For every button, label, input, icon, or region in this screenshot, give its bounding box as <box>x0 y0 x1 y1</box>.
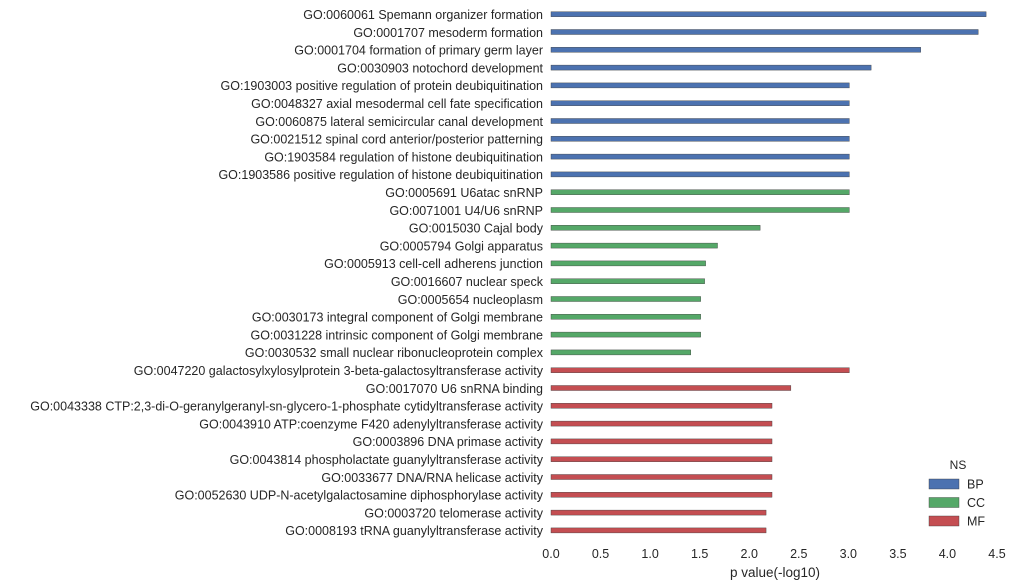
category-label: GO:0008193 tRNA guanylyltransferase acti… <box>285 524 544 538</box>
x-tick-label: 2.5 <box>790 547 807 561</box>
category-label: GO:0021512 spinal cord anterior/posterio… <box>250 133 543 147</box>
category-label: GO:0060875 lateral semicircular canal de… <box>255 115 543 129</box>
x-axis-ticks: 0.0 0.5 1.0 1.5 2.0 2.5 3.0 3.5 4.0 4.5 <box>542 547 1005 561</box>
category-label: GO:1903586 positive regulation of histon… <box>218 168 543 182</box>
bar-mf <box>550 509 767 516</box>
bar-cc <box>550 207 850 213</box>
category-label: GO:0043338 CTP:2,3-di-O-geranylgeranyl-s… <box>30 400 543 414</box>
bar-cc <box>550 242 718 249</box>
bar-mf <box>550 527 767 534</box>
bar-cc <box>550 278 705 284</box>
legend-swatch-bp <box>928 478 960 490</box>
category-label: GO:0003896 DNA primase activity <box>353 435 544 449</box>
x-axis-title: p value(-log10) <box>730 565 820 580</box>
bar-bp <box>550 118 850 124</box>
category-label: GO:0033677 DNA/RNA helicase activity <box>321 471 543 485</box>
x-tick-label: 3.0 <box>840 547 857 561</box>
legend-entry-bp: BP <box>967 478 984 492</box>
bar-mf <box>550 474 773 480</box>
category-label: GO:0060061 Spemann organizer formation <box>303 8 543 22</box>
x-tick-label: 2.0 <box>741 547 758 561</box>
category-label: GO:0003720 telomerase activity <box>364 506 543 520</box>
category-label: GO:0030903 notochord development <box>337 61 543 75</box>
legend-entry-cc: CC <box>967 496 985 510</box>
bar-bp <box>550 29 979 35</box>
bar-mf <box>550 403 773 409</box>
category-label: GO:0015030 Cajal body <box>409 222 544 236</box>
category-label: GO:1903003 positive regulation of protei… <box>221 79 543 93</box>
bar-bp <box>550 153 850 160</box>
bar-bp <box>550 171 850 178</box>
bar-cc <box>550 189 850 195</box>
category-label: GO:0031228 intrinsic component of Golgi … <box>250 328 543 342</box>
category-labels: GO:0060061 Spemann organizer formation GO… <box>30 8 543 538</box>
x-tick-label: 4.0 <box>939 547 956 561</box>
category-label: GO:0030173 integral component of Golgi m… <box>252 311 543 325</box>
bar-bp <box>550 11 987 17</box>
bar-cc <box>550 314 701 320</box>
bar-bp <box>550 136 850 142</box>
category-label: GO:0017070 U6 snRNA binding <box>366 382 543 396</box>
category-label: GO:0071001 U4/U6 snRNP <box>389 204 543 218</box>
category-label: GO:0001707 mesoderm formation <box>353 26 543 40</box>
legend-swatch-mf <box>928 515 960 527</box>
bar-cc <box>550 260 706 267</box>
category-label: GO:0016607 nuclear speck <box>391 275 544 289</box>
legend-title: NS <box>950 458 967 472</box>
bar-mf <box>550 385 792 391</box>
legend-entry-mf: MF <box>967 515 985 529</box>
x-tick-label: 4.5 <box>988 547 1005 561</box>
category-label: GO:0005654 nucleoplasm <box>398 293 543 307</box>
x-tick-label: 1.0 <box>641 547 658 561</box>
bar-mf <box>550 438 773 445</box>
bar-mf <box>550 367 850 373</box>
x-tick-label: 1.5 <box>691 547 708 561</box>
bar-bp <box>550 64 872 71</box>
legend-swatch-cc <box>928 497 960 508</box>
bar-mf <box>550 492 773 498</box>
category-label: GO:0005794 Golgi apparatus <box>380 239 543 253</box>
category-label: GO:0030532 small nuclear ribonucleoprote… <box>245 346 544 360</box>
category-label: GO:0047220 galactosylxylosylprotein 3-be… <box>134 364 544 378</box>
legend: NS BP CC MF <box>928 458 985 529</box>
x-tick-label: 0.0 <box>542 547 559 561</box>
category-label: GO:0043814 phospholactate guanylyltransf… <box>230 453 544 467</box>
bar-mf <box>550 456 773 462</box>
category-label: GO:0001704 formation of primary germ lay… <box>294 44 543 58</box>
bar-mf <box>550 420 773 427</box>
category-label: GO:0005691 U6atac snRNP <box>385 186 543 200</box>
bar-cc <box>550 349 691 356</box>
category-label: GO:0043910 ATP:coenzyme F420 adenylyltra… <box>199 417 543 431</box>
bar-bp <box>550 82 850 89</box>
category-label: GO:0005913 cell-cell adherens junction <box>324 257 543 271</box>
bar-bp <box>550 100 850 106</box>
category-label: GO:0048327 axial mesodermal cell fate sp… <box>251 97 543 111</box>
x-tick-label: 0.5 <box>592 547 609 561</box>
bar-cc <box>550 296 701 302</box>
bar-bp <box>550 47 921 53</box>
category-label: GO:0052630 UDP-N-acetylgalactosamine dip… <box>175 489 544 503</box>
x-tick-label: 3.5 <box>889 547 906 561</box>
bars-layer <box>550 11 987 534</box>
bar-cc <box>550 225 761 231</box>
category-label: GO:1903584 regulation of histone deubiqu… <box>264 150 543 164</box>
bar-cc <box>550 331 701 338</box>
